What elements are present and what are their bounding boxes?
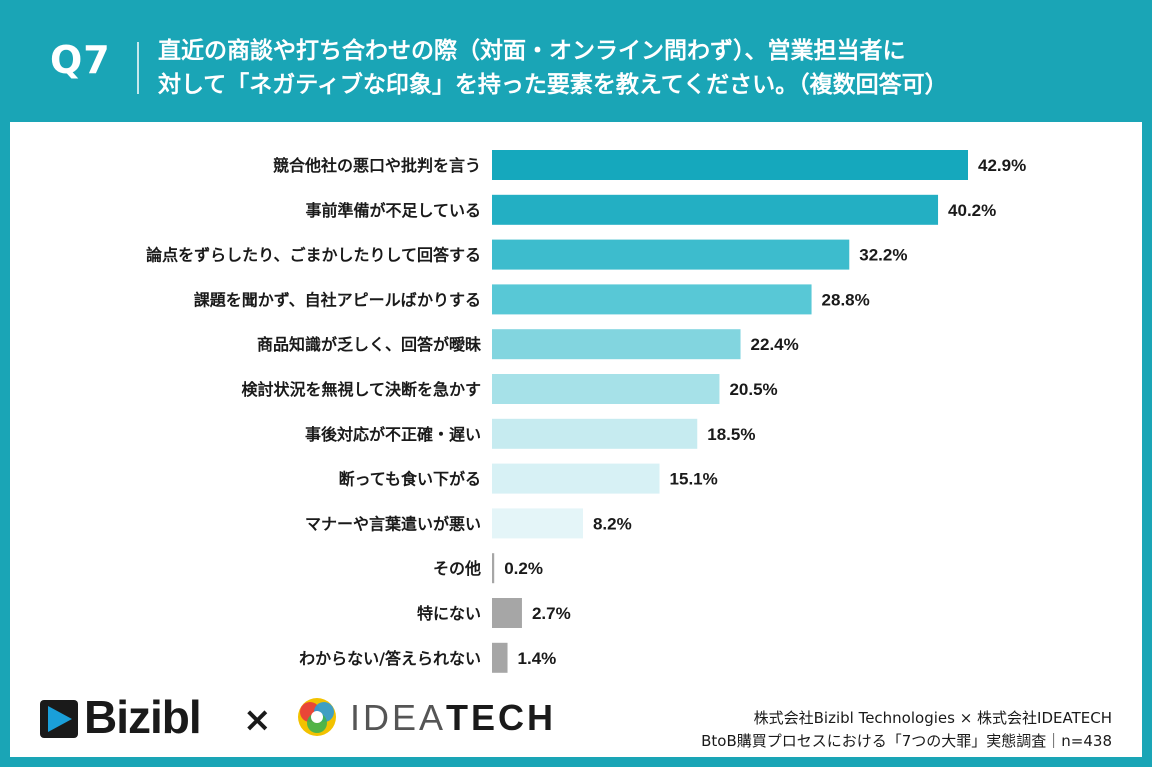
category-label: 検討状況を無視して決断を急かす (241, 380, 481, 399)
value-label: 20.5% (729, 380, 777, 399)
category-label: 事前準備が不足している (305, 201, 481, 220)
chart-panel: 競合他社の悪口や批判を言う 42.9% 事前準備が不足している 40.2% 論点をずらし… (10, 122, 1142, 757)
value-label: 32.2% (859, 246, 907, 265)
bar (492, 598, 522, 628)
ideatech-logo-icon (298, 698, 336, 736)
credit-line-2: BtoB購買プロセスにおける「7つの大罪」実態調査｜n=438 (701, 732, 1112, 750)
category-label: 課題を聞かず、自社アピールばかりする (194, 290, 481, 309)
category-label: 断っても食い下がる (339, 470, 481, 489)
value-label: 40.2% (948, 201, 996, 220)
value-label: 1.4% (518, 649, 557, 668)
bar (492, 553, 495, 584)
header: Q7 直近の商談や打ち合わせの際（対面・オンライン問わず）、営業担当者に 対して… (0, 0, 1152, 122)
category-label: 論点をずらしたり、ごまかしたりして回答する (146, 246, 481, 265)
bar (492, 374, 720, 404)
category-label: 商品知識が乏しく、回答が曖昧 (257, 335, 482, 354)
category-label: 競合他社の悪口や批判を言う (273, 156, 481, 175)
bar (492, 329, 741, 360)
category-label: 特にない (417, 604, 481, 623)
bar-chart: 競合他社の悪口や批判を言う 42.9% 事前準備が不足している 40.2% 論点をずらし… (146, 150, 1026, 673)
collaboration-times: × (243, 700, 272, 740)
bar (492, 642, 508, 673)
bar (492, 150, 968, 180)
question-line-1: 直近の商談や打ち合わせの際（対面・オンライン問わず）、営業担当者に (158, 38, 906, 64)
question-line-2: 対して「ネガティブな印象」を持った要素を教えてください。（複数回答可） (158, 72, 948, 98)
bar (492, 194, 939, 225)
value-label: 42.9% (978, 156, 1026, 175)
header-divider (137, 42, 139, 94)
bar (492, 284, 812, 315)
survey-credit: 株式会社Bizibl Technologies × 株式会社IDEATECH B… (701, 707, 1112, 753)
bizibl-logo-text: Bizibl (84, 691, 202, 743)
credit-line-1: 株式会社Bizibl Technologies × 株式会社IDEATECH (753, 709, 1112, 727)
value-label: 2.7% (532, 604, 571, 623)
category-label: マナーや言葉遣いが悪い (305, 514, 481, 533)
category-label: わからない/答えられない (299, 649, 481, 668)
ideatech-logo-bold: TECH (446, 697, 557, 738)
value-label: 0.2% (504, 559, 543, 578)
ideatech-logo-text: IDEATECH (350, 697, 556, 739)
category-label: 事後対応が不正確・遅い (305, 425, 481, 444)
bar (492, 418, 698, 449)
value-label: 28.8% (822, 290, 870, 309)
question-number: Q7 (50, 38, 111, 82)
question-text: 直近の商談や打ち合わせの際（対面・オンライン問わず）、営業担当者に 対して「ネガ… (158, 34, 948, 102)
value-label: 8.2% (593, 514, 632, 533)
bar (492, 239, 850, 270)
bar (492, 508, 583, 539)
bizibl-logo-icon (40, 700, 78, 738)
ideatech-logo-light: IDEA (350, 697, 447, 738)
value-label: 15.1% (670, 470, 718, 489)
value-label: 22.4% (751, 335, 799, 354)
value-label: 18.5% (707, 425, 755, 444)
category-label: その他 (433, 559, 481, 578)
bar (492, 463, 660, 494)
